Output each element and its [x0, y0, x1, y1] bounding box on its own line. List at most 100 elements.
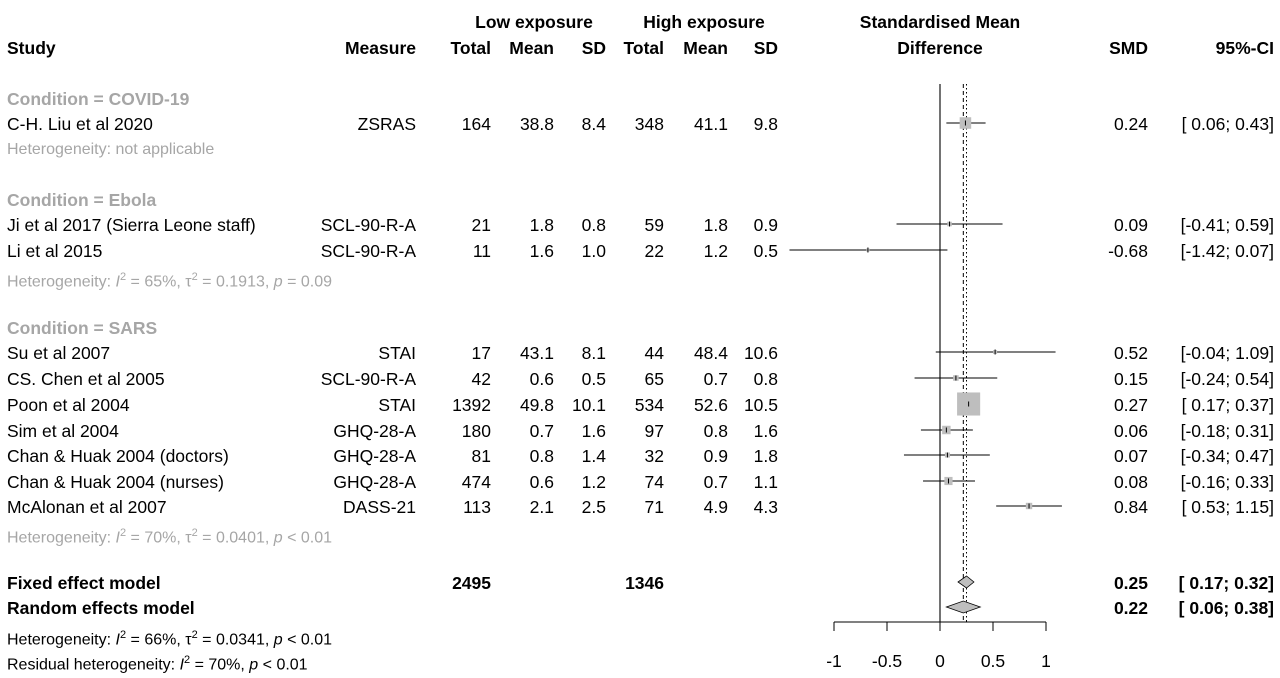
study-sd-low: 1.0: [581, 241, 606, 261]
study-total-high: 534: [634, 395, 664, 415]
header-low-exposure: Low exposure: [475, 12, 593, 32]
study-mean-high: 52.6: [693, 395, 728, 415]
study-mean-low: 0.6: [529, 369, 554, 389]
x-axis-tick-label: 1: [1041, 651, 1051, 671]
study-mean-high: 0.7: [703, 369, 728, 389]
study-total-high: 74: [644, 472, 664, 492]
study-measure: GHQ-28-A: [333, 421, 416, 441]
header-total-low: Total: [450, 38, 491, 58]
study-sd-high: 10.6: [743, 343, 778, 363]
study-mean-high: 0.7: [703, 472, 728, 492]
study-sd-low: 8.4: [581, 114, 606, 134]
study-total-low: 21: [471, 215, 491, 235]
study-mean-low: 43.1: [519, 343, 554, 363]
study-ci: [ 0.53; 1.15]: [1181, 497, 1274, 517]
study-sd-high: 10.5: [743, 395, 778, 415]
study-total-low: 474: [461, 472, 491, 492]
study-mean-low: 0.6: [529, 472, 554, 492]
fixed-smd: 0.25: [1113, 573, 1148, 593]
study-total-low: 180: [461, 421, 491, 441]
study-total-low: 113: [463, 497, 491, 517]
group-heterogeneity: Heterogeneity: not applicable: [7, 141, 215, 158]
study-ci: [-0.24; 0.54]: [1180, 369, 1274, 389]
study-mean-low: 2.1: [529, 497, 554, 517]
study-sd-high: 9.8: [753, 114, 778, 134]
study-ci: [ 0.06; 0.43]: [1181, 114, 1274, 134]
header-ci: 95%-CI: [1215, 38, 1274, 58]
study-measure: GHQ-28-A: [333, 446, 416, 466]
study-name: Chan & Huak 2004 (nurses): [7, 472, 224, 492]
study-total-low: 81: [471, 446, 491, 466]
random-ci: [ 0.06; 0.38]: [1178, 598, 1274, 618]
study-mean-high: 0.9: [703, 446, 728, 466]
study-sd-low: 1.4: [581, 446, 606, 466]
study-name: McAlonan et al 2007: [7, 497, 167, 517]
study-sd-high: 4.3: [753, 497, 778, 517]
study-name: Chan & Huak 2004 (doctors): [7, 446, 229, 466]
study-total-high: 59: [644, 215, 664, 235]
header-study: Study: [7, 38, 56, 58]
study-name: Ji et al 2017 (Sierra Leone staff): [7, 215, 256, 235]
study-mean-high: 1.2: [703, 241, 728, 261]
header-measure: Measure: [344, 38, 416, 58]
study-mean-low: 1.6: [529, 241, 554, 261]
study-mean-low: 49.8: [519, 395, 554, 415]
study-total-low: 1392: [452, 395, 491, 415]
study-name: C-H. Liu et al 2020: [7, 114, 153, 134]
study-measure: STAI: [378, 343, 416, 363]
study-total-high: 97: [644, 421, 664, 441]
study-measure: DASS-21: [343, 497, 416, 517]
study-total-low: 42: [471, 369, 491, 389]
study-ci: [-0.34; 0.47]: [1180, 446, 1274, 466]
study-sd-high: 0.5: [753, 241, 778, 261]
study-mean-low: 0.7: [529, 421, 554, 441]
study-measure: SCL-90-R-A: [320, 369, 416, 389]
study-sd-low: 1.2: [581, 472, 606, 492]
study-total-low: 164: [461, 114, 491, 134]
study-smd: 0.15: [1113, 369, 1148, 389]
study-measure: SCL-90-R-A: [320, 241, 416, 261]
study-mean-low: 0.8: [529, 446, 554, 466]
study-mean-high: 4.9: [703, 497, 728, 517]
overall-heterogeneity: Heterogeneity: I2 = 66%, τ2 = 0.0341, p …: [7, 629, 333, 649]
header-mean-high: Mean: [683, 38, 728, 58]
fixed-effect-label: Fixed effect model: [7, 573, 161, 593]
x-axis-tick-label: 0: [935, 651, 945, 671]
header-sd-high: SD: [753, 38, 778, 58]
study-sd-high: 1.1: [753, 472, 778, 492]
study-name: Li et al 2015: [7, 241, 103, 261]
header-smd-title-line2: Difference: [897, 38, 983, 58]
study-total-high: 65: [644, 369, 664, 389]
group-heterogeneity: Heterogeneity: I2 = 70%, τ2 = 0.0401, p …: [7, 527, 333, 547]
study-ci: [-0.16; 0.33]: [1180, 472, 1274, 492]
residual-heterogeneity: Residual heterogeneity: I2 = 70%, p < 0.…: [7, 654, 308, 674]
group-heterogeneity: Heterogeneity: I2 = 65%, τ2 = 0.1913, p …: [7, 271, 333, 291]
study-smd: 0.27: [1113, 395, 1148, 415]
header-smd-title-line1: Standardised Mean: [859, 12, 1021, 32]
study-mean-high: 41.1: [693, 114, 728, 134]
header-smd: SMD: [1109, 38, 1148, 58]
study-total-high: 22: [644, 241, 664, 261]
header-total-high: Total: [623, 38, 664, 58]
fixed-total-high: 1346: [625, 573, 664, 593]
study-smd: 0.24: [1113, 114, 1148, 134]
fixed-effect-diamond: [957, 575, 975, 589]
study-mean-high: 1.8: [703, 215, 728, 235]
study-smd: 0.84: [1113, 497, 1148, 517]
study-sd-high: 0.9: [753, 215, 778, 235]
study-total-high: 71: [644, 497, 664, 517]
study-total-high: 32: [644, 446, 664, 466]
fixed-ci: [ 0.17; 0.32]: [1178, 573, 1274, 593]
random-smd: 0.22: [1113, 598, 1148, 618]
study-mean-high: 48.4: [693, 343, 728, 363]
study-sd-low: 8.1: [581, 343, 606, 363]
x-axis-tick-label: 0.5: [981, 651, 1005, 671]
study-total-high: 348: [634, 114, 664, 134]
study-sd-low: 0.5: [581, 369, 606, 389]
study-measure: SCL-90-R-A: [320, 215, 416, 235]
x-axis-tick-label: -0.5: [872, 651, 902, 671]
study-sd-low: 10.1: [571, 395, 606, 415]
header-high-exposure: High exposure: [643, 12, 765, 32]
x-axis-tick-label: -1: [826, 651, 842, 671]
